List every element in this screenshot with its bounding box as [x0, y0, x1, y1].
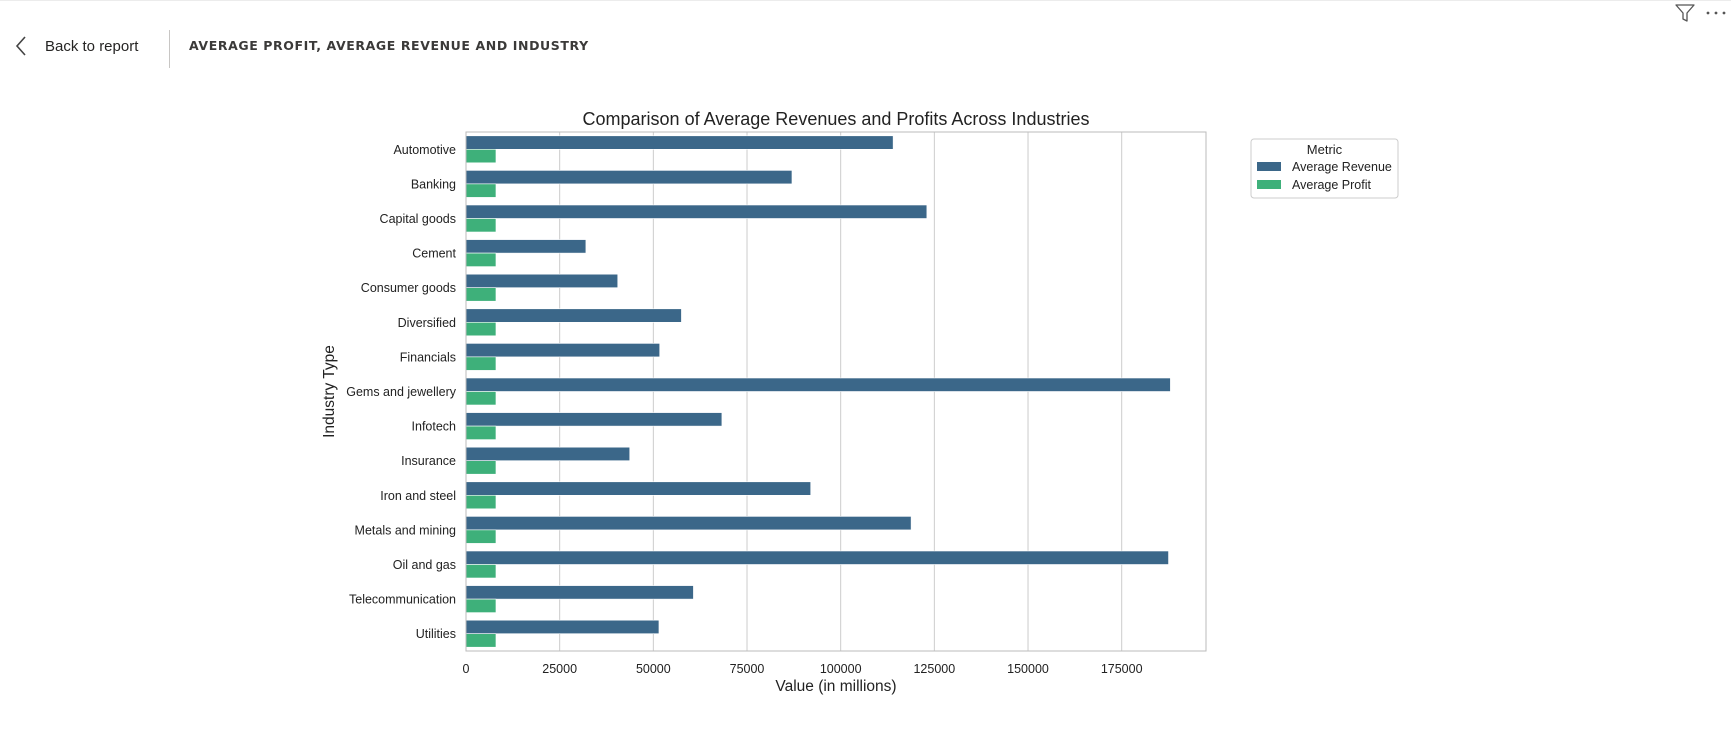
more-options-icon[interactable]	[1704, 2, 1728, 24]
legend-swatch	[1257, 162, 1281, 171]
y-tick-label: Diversified	[398, 316, 456, 330]
y-axis-label: Industry Type	[321, 345, 338, 438]
bar-average-profit[interactable]	[465, 598, 497, 613]
y-tick-label: Infotech	[412, 420, 457, 434]
x-tick-label: 175000	[1101, 662, 1143, 676]
bar-average-profit[interactable]	[465, 391, 497, 406]
back-to-report-button[interactable]: Back to report	[14, 32, 138, 60]
y-tick-label: Iron and steel	[380, 489, 456, 503]
bar-average-profit[interactable]	[465, 252, 497, 267]
page-title: AVERAGE PROFIT, AVERAGE REVENUE AND INDU…	[189, 38, 589, 53]
y-tick-label: Insurance	[401, 454, 456, 468]
y-tick-label: Automotive	[393, 143, 456, 157]
bar-average-revenue[interactable]	[465, 412, 723, 427]
filter-icon[interactable]	[1674, 2, 1696, 24]
bar-average-revenue[interactable]	[465, 585, 694, 600]
chart-title: Comparison of Average Revenues and Profi…	[583, 109, 1090, 129]
bar-average-profit[interactable]	[465, 321, 497, 337]
chevron-left-icon	[15, 36, 26, 56]
bar-average-profit[interactable]	[465, 356, 497, 371]
bar-average-revenue[interactable]	[465, 481, 812, 496]
legend-label: Average Revenue	[1292, 160, 1392, 174]
y-tick-label: Banking	[411, 177, 456, 191]
bar-average-profit[interactable]	[465, 529, 497, 544]
bar-average-profit[interactable]	[465, 183, 497, 198]
y-tick-label: Oil and gas	[393, 558, 456, 572]
bar-average-revenue[interactable]	[465, 343, 661, 358]
bar-average-profit[interactable]	[465, 494, 497, 510]
bar-average-revenue[interactable]	[465, 273, 619, 289]
y-tick-label: Capital goods	[380, 212, 456, 226]
y-tick-label: Consumer goods	[361, 281, 456, 295]
x-tick-label: 25000	[542, 662, 577, 676]
legend-label: Average Profit	[1292, 178, 1372, 192]
y-tick-label: Financials	[400, 350, 456, 364]
bar-average-profit[interactable]	[465, 425, 497, 440]
top-border	[0, 0, 1731, 1]
bar-average-profit[interactable]	[465, 218, 497, 233]
legend-items: Average Revenue Average Profit	[1257, 160, 1392, 192]
x-tick-label: 50000	[636, 662, 671, 676]
header-divider	[169, 30, 170, 68]
x-tick-label: 125000	[913, 662, 955, 676]
bar-average-profit[interactable]	[465, 564, 497, 579]
bar-average-revenue[interactable]	[465, 170, 793, 185]
legend-swatch	[1257, 180, 1281, 189]
y-tick-label: Metals and mining	[355, 523, 456, 537]
x-tick-label: 75000	[730, 662, 765, 676]
x-tick-label: 150000	[1007, 662, 1049, 676]
legend: Metric Average Revenue Average Profit	[1250, 138, 1399, 199]
bar-average-revenue[interactable]	[465, 239, 587, 254]
bar-average-profit[interactable]	[465, 460, 497, 475]
bar-average-revenue[interactable]	[465, 308, 682, 323]
bar-average-revenue[interactable]	[465, 204, 928, 219]
bar-average-revenue[interactable]	[465, 446, 631, 462]
bar-average-revenue[interactable]	[465, 135, 894, 150]
bar-average-revenue[interactable]	[465, 516, 912, 531]
bar-average-profit[interactable]	[465, 149, 497, 164]
bar-average-profit[interactable]	[465, 633, 497, 648]
x-tick-label: 100000	[820, 662, 862, 676]
bar-average-revenue[interactable]	[465, 550, 1169, 565]
plot-frame	[465, 131, 1207, 652]
y-tick-label: Telecommunication	[349, 593, 456, 607]
y-tick-label: Gems and jewellery	[346, 385, 457, 399]
x-tick-label: 0	[463, 662, 470, 676]
bar-average-profit[interactable]	[465, 287, 497, 302]
x-axis-label: Value (in millions)	[775, 678, 896, 695]
y-tick-labels: Automotive Banking Capital goods Cement Cons…	[346, 143, 457, 641]
x-tick-labels: 0 25000 50000 75000 100000 125000 150000 175000	[463, 662, 1143, 676]
y-tick-label: Cement	[412, 247, 456, 261]
bar-average-revenue[interactable]	[465, 619, 660, 635]
legend-box	[1250, 138, 1399, 199]
back-to-report-label: Back to report	[45, 37, 139, 55]
y-tick-label: Utilities	[416, 627, 456, 641]
bars-layer	[465, 135, 1171, 648]
legend-title: Metric	[1307, 142, 1343, 157]
bar-average-revenue[interactable]	[465, 377, 1171, 392]
